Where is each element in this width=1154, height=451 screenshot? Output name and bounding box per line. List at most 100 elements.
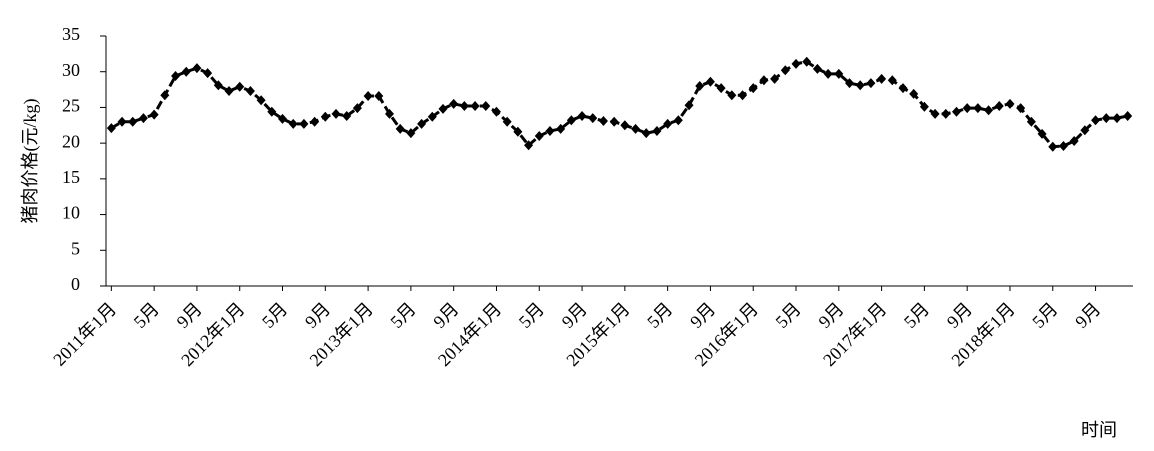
y-tick-label: 35 <box>62 24 80 44</box>
marker <box>481 101 491 111</box>
marker <box>1123 111 1133 121</box>
marker <box>716 83 726 94</box>
marker <box>620 120 630 131</box>
y-tick-label: 25 <box>62 96 80 116</box>
marker <box>181 66 191 77</box>
y-tick-label: 5 <box>71 238 80 258</box>
x-tick-label: 5月 <box>386 299 419 332</box>
x-tick-label: 9月 <box>173 299 206 332</box>
marker <box>1026 116 1036 127</box>
y-axis-label: 猪肉价格(元/kg) <box>20 99 41 224</box>
x-tick-label: 5月 <box>643 299 676 332</box>
marker <box>652 126 662 136</box>
marker <box>513 126 523 137</box>
marker <box>973 103 983 114</box>
marker <box>160 90 170 101</box>
marker <box>962 103 972 114</box>
marker <box>1048 141 1058 152</box>
marker <box>845 78 855 89</box>
marker <box>299 118 309 129</box>
marker <box>417 118 427 129</box>
line <box>110 60 1128 149</box>
marker <box>395 123 405 134</box>
marker <box>245 86 255 96</box>
marker <box>1101 113 1111 124</box>
marker <box>1058 141 1068 151</box>
marker <box>1112 113 1122 124</box>
marker <box>759 75 769 86</box>
marker <box>877 73 887 84</box>
marker <box>235 81 245 92</box>
marker <box>192 63 202 74</box>
marker <box>171 71 181 81</box>
marker <box>310 116 320 127</box>
marker <box>887 75 897 86</box>
marker <box>267 106 277 117</box>
x-tick-label: 5月 <box>130 299 163 332</box>
marker <box>802 56 812 67</box>
marker <box>823 68 833 79</box>
marker <box>834 68 844 79</box>
marker <box>855 80 865 91</box>
marker <box>588 113 598 124</box>
x-tick-label: 9月 <box>301 299 334 332</box>
marker <box>673 115 683 126</box>
marker <box>684 100 694 111</box>
marker <box>256 95 266 106</box>
marker <box>470 101 480 111</box>
x-tick-label: 9月 <box>429 299 462 332</box>
marker <box>641 128 651 139</box>
x-tick-label: 5月 <box>515 299 548 332</box>
marker <box>598 116 608 126</box>
x-axis-label: 时间 <box>1081 420 1117 440</box>
marker <box>1016 103 1026 114</box>
marker <box>534 131 544 141</box>
marker <box>780 65 790 76</box>
marker <box>705 76 715 87</box>
marker <box>577 111 587 121</box>
marker <box>748 83 758 94</box>
x-tick-label: 9月 <box>814 299 847 332</box>
x-tick-label: 9月 <box>943 299 976 332</box>
marker <box>609 116 619 127</box>
marker <box>213 80 223 91</box>
marker <box>663 118 673 129</box>
marker <box>1005 98 1015 109</box>
y-tick-label: 15 <box>62 167 80 187</box>
marker <box>352 103 362 114</box>
marker <box>278 113 288 124</box>
marker <box>288 118 298 129</box>
marker <box>727 90 737 101</box>
marker <box>203 68 213 79</box>
marker <box>1080 125 1090 136</box>
marker <box>363 91 373 101</box>
marker <box>738 90 748 101</box>
x-tick-label: 9月 <box>558 299 591 332</box>
marker <box>524 140 534 151</box>
marker <box>502 116 512 127</box>
marker <box>812 63 822 74</box>
x-tick-label: 5月 <box>1028 299 1061 332</box>
marker <box>449 98 459 109</box>
marker <box>941 108 951 119</box>
x-tick-label: 5月 <box>772 299 805 332</box>
marker <box>919 101 929 112</box>
x-tick-label: 9月 <box>1071 299 1104 332</box>
marker <box>1037 128 1047 139</box>
x-tick-label: 2011年1月 <box>49 299 120 370</box>
marker <box>631 123 641 134</box>
marker <box>866 78 876 89</box>
marker <box>566 115 576 126</box>
y-tick-label: 0 <box>71 274 80 294</box>
marker <box>1091 115 1101 126</box>
x-tick-label: 5月 <box>900 299 933 332</box>
marker <box>545 126 555 136</box>
marker <box>459 101 469 111</box>
x-tick-label: 9月 <box>686 299 719 332</box>
marker <box>138 113 148 124</box>
marker <box>984 105 994 116</box>
marker <box>491 106 501 117</box>
marker <box>898 83 908 94</box>
